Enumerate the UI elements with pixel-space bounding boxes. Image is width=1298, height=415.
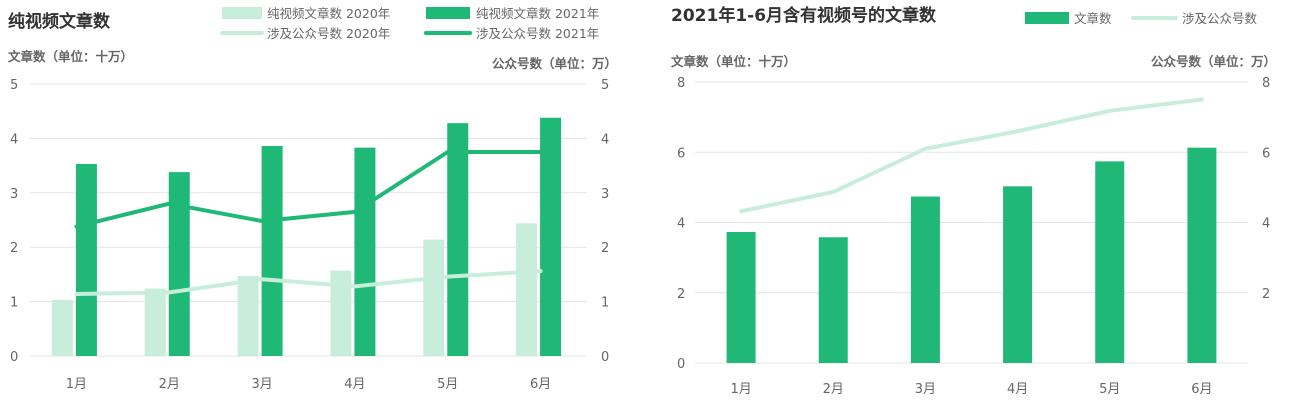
chart-left-lines (74, 150, 543, 296)
bar (51, 299, 73, 356)
bar (261, 146, 283, 356)
y-tick-left: 2 (10, 241, 18, 256)
bar (237, 276, 259, 356)
legend-swatch-bar-2020 (222, 7, 262, 19)
bar (1003, 186, 1033, 363)
chart-right-y-label-left: 文章数（单位：十万） (671, 54, 796, 69)
x-tick-category: 6月 (1191, 382, 1212, 397)
y-tick-left: 2 (677, 287, 685, 302)
chart-right-ticks: 0 2 2 4 4 6 6 8 8 (677, 76, 1270, 372)
chart-left-gridlines (30, 83, 587, 357)
bar (330, 270, 352, 356)
bar (910, 196, 940, 363)
chart-left-bars (51, 117, 562, 356)
x-tick-category: 4月 (1007, 382, 1028, 397)
x-tick-category: 6月 (530, 377, 551, 392)
chart-right: 2021年1-6月含有视频号的文章数 文章数 涉及公众号数 文章数（单位：十万）… (671, 5, 1276, 397)
legend-label-line-2020: 涉及公众号数 2020年 (267, 26, 390, 41)
chart-right-lines (739, 97, 1204, 214)
chart-left-title: 纯视频文章数 (8, 11, 111, 32)
x-tick-category: 5月 (437, 377, 458, 392)
x-tick-category: 3月 (251, 377, 272, 392)
y-tick-left: 3 (10, 187, 18, 202)
y-tick-left: 5 (10, 78, 18, 93)
legend-label-accounts: 涉及公众号数 (1182, 11, 1258, 26)
chart-right-gridlines (695, 81, 1248, 364)
series-line (74, 150, 543, 229)
bar (75, 163, 97, 356)
chart-right-y-label-right: 公众号数（单位：万） (1151, 54, 1276, 69)
y-tick-right: 2 (1262, 287, 1270, 302)
series-line (74, 269, 543, 296)
y-tick-left: 1 (10, 296, 18, 311)
legend-label-line-2021: 涉及公众号数 2021年 (476, 26, 599, 41)
bar (447, 123, 469, 356)
bar (818, 237, 848, 363)
bar (423, 239, 445, 356)
chart-left-y-label-left: 文章数（单位：十万） (8, 49, 133, 64)
y-tick-left: 0 (10, 350, 18, 365)
y-tick-left: 8 (677, 76, 685, 91)
y-tick-left: 4 (677, 217, 685, 232)
x-tick-category: 1月 (66, 377, 87, 392)
y-tick-right: 6 (1262, 146, 1270, 161)
bar (540, 117, 562, 356)
bar (1187, 147, 1217, 363)
bar (144, 288, 166, 356)
series-line (739, 97, 1204, 214)
y-tick-left: 6 (677, 146, 685, 161)
chart-left-categories: 1月 2月 3月 4月 5月 6月 (66, 377, 551, 392)
chart-right-title: 2021年1-6月含有视频号的文章数 (671, 5, 937, 26)
x-tick-category: 2月 (159, 377, 180, 392)
chart-right-categories: 1月 2月 3月 4月 5月 6月 (730, 382, 1212, 397)
bar (168, 172, 190, 356)
chart-right-bars (726, 147, 1217, 363)
x-tick-category: 3月 (915, 382, 936, 397)
bar (726, 231, 756, 363)
y-tick-right: 2 (601, 241, 609, 256)
y-tick-left: 4 (10, 132, 18, 147)
y-tick-left: 0 (677, 357, 685, 372)
legend-label-articles: 文章数 (1074, 11, 1112, 26)
legend-label-bar-2020: 纯视频文章数 2020年 (267, 6, 390, 21)
chart-left: 纯视频文章数 纯视频文章数 2020年 纯视频文章数 2021年 涉及公众号数 … (8, 6, 617, 392)
legend-swatch-articles (1025, 12, 1069, 24)
bar (354, 147, 376, 356)
x-tick-category: 1月 (730, 382, 751, 397)
y-tick-right: 0 (601, 350, 609, 365)
y-tick-right: 1 (601, 296, 609, 311)
legend-label-bar-2021: 纯视频文章数 2021年 (476, 6, 599, 21)
y-tick-right: 5 (601, 78, 609, 93)
bar (516, 223, 538, 356)
chart-left-ticks: 0 0 1 1 2 2 3 3 4 4 5 5 (10, 78, 609, 365)
y-tick-right: 4 (601, 132, 609, 147)
chart-right-legend: 文章数 涉及公众号数 (1025, 11, 1258, 26)
legend-swatch-bar-2021 (426, 7, 470, 19)
x-tick-category: 4月 (344, 377, 365, 392)
x-tick-category: 2月 (823, 382, 844, 397)
y-tick-right: 3 (601, 187, 609, 202)
bar (1095, 161, 1125, 363)
chart-left-legend: 纯视频文章数 2020年 纯视频文章数 2021年 涉及公众号数 2020年 涉… (220, 6, 599, 41)
y-tick-right: 4 (1262, 217, 1270, 232)
x-tick-category: 5月 (1099, 382, 1120, 397)
y-tick-right: 8 (1262, 76, 1270, 91)
chart-left-y-label-right: 公众号数（单位：万） (492, 56, 617, 71)
